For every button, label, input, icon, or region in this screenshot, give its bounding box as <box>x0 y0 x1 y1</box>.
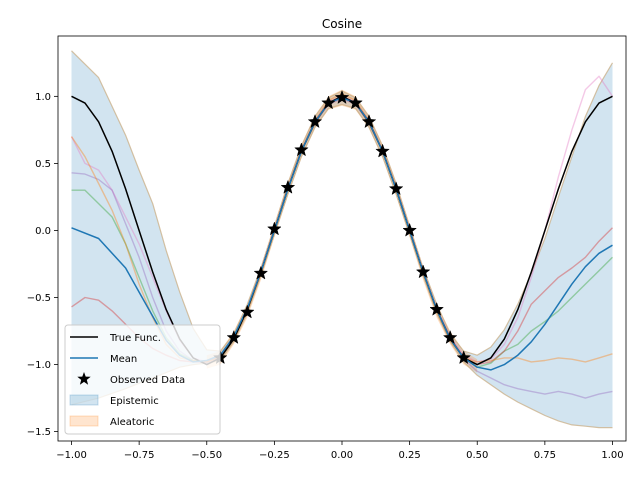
legend-swatch <box>77 372 91 385</box>
observed-point <box>253 265 269 280</box>
x-tick-label: 0.00 <box>331 450 353 461</box>
chart-title: Cosine <box>322 17 362 31</box>
legend: True Func. Mean Observed Data Epistemic Alea… <box>64 324 221 435</box>
observed-point <box>294 142 309 157</box>
observed-point <box>280 179 296 194</box>
observed-point <box>388 181 404 196</box>
x-tick-label: 0.25 <box>398 450 420 461</box>
x-tick-label: −0.75 <box>124 450 155 461</box>
observed-point <box>240 304 255 319</box>
x-tick-label: −0.25 <box>259 450 290 461</box>
observed-point <box>361 114 377 129</box>
y-tick-label: 0.5 <box>35 159 51 170</box>
epistemic-band <box>71 50 613 428</box>
observed-point <box>442 329 458 344</box>
y-tick-label: −1.0 <box>27 360 51 371</box>
observed-point <box>226 329 242 344</box>
observed-point <box>415 264 431 279</box>
observed-point <box>429 301 444 316</box>
x-tick-label: −0.50 <box>191 450 222 461</box>
aleatoric-band <box>206 89 478 373</box>
y-axis: −1.5 −1.0 −0.5 0.0 0.5 1.0 <box>27 92 58 438</box>
observed-point <box>334 89 350 104</box>
observed-point <box>321 95 336 110</box>
x-tick-label: 0.50 <box>466 450 488 461</box>
x-tick-label: 1.00 <box>601 450 623 461</box>
observed-point <box>375 143 390 158</box>
observed-point <box>307 114 323 129</box>
legend-swatch <box>69 394 99 406</box>
legend-label: Observed Data <box>110 375 185 386</box>
legend-label: Epistemic <box>110 396 159 407</box>
y-tick-label: −1.5 <box>27 427 51 438</box>
legend-swatch <box>69 415 99 427</box>
x-tick-label: 0.75 <box>534 450 556 461</box>
legend-label: True Func. <box>109 333 161 344</box>
legend-label: Aleatoric <box>110 417 154 428</box>
legend-box <box>64 324 221 435</box>
y-tick-label: 1.0 <box>35 92 51 103</box>
observed-point <box>456 350 472 365</box>
x-axis: −1.00 −0.75 −0.50 −0.25 0.00 0.25 0.50 0.75 1.00 <box>56 441 624 461</box>
y-tick-label: −0.5 <box>27 293 51 304</box>
observed-point <box>348 95 363 110</box>
legend-label: Mean <box>110 354 137 365</box>
x-tick-label: −1.00 <box>56 450 87 461</box>
y-tick-label: 0.0 <box>35 226 51 237</box>
observed-point <box>402 222 417 237</box>
observed-point <box>267 221 282 236</box>
